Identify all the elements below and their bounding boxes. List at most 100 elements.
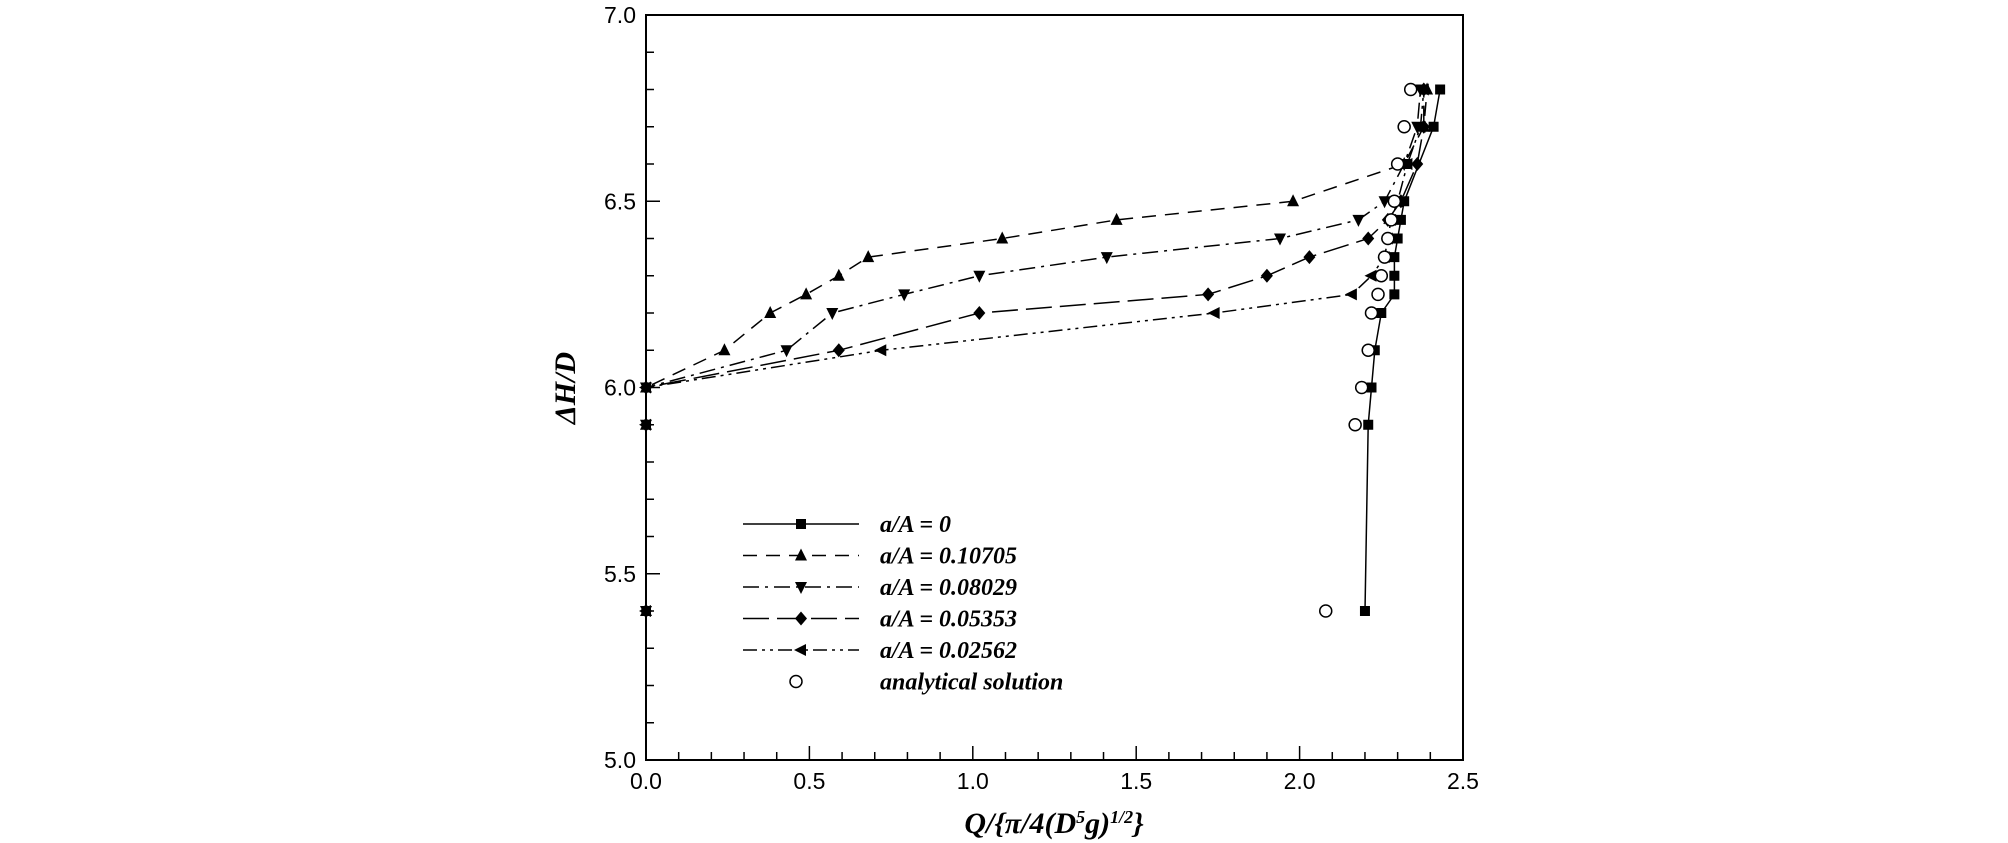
- square-marker: [1428, 121, 1439, 132]
- x-tick-label: 0.0: [630, 768, 662, 794]
- diamond-marker: [973, 306, 986, 320]
- triangle-up-marker: [996, 231, 1009, 244]
- circle-marker: [1364, 306, 1379, 320]
- legend-label: a/A = 0: [880, 512, 951, 538]
- diamond-marker: [1303, 250, 1316, 265]
- x-tick-label: 1.0: [957, 768, 989, 794]
- legend-entry: a/A = 0.02562: [743, 638, 1017, 664]
- circle-marker: [1354, 380, 1369, 395]
- y-tick-label: 5.0: [604, 747, 636, 773]
- triangle-left-marker: [794, 644, 806, 656]
- legend-entry: a/A = 0.08029: [743, 575, 1017, 601]
- diamond-marker: [795, 611, 807, 626]
- y-tick-label: 7.0: [604, 2, 636, 28]
- triangle-down-marker: [1352, 214, 1365, 227]
- square-marker: [1389, 289, 1400, 300]
- triangle-up-marker: [795, 548, 807, 561]
- triangle-down-marker: [1273, 233, 1286, 246]
- circle-marker: [1390, 157, 1405, 171]
- square-marker: [1366, 382, 1377, 393]
- square-marker: [1389, 270, 1400, 281]
- diamond-marker: [1362, 231, 1375, 246]
- circle-marker: [1371, 287, 1385, 302]
- square-marker: [1435, 84, 1446, 95]
- legend-label: a/A = 0.02562: [880, 638, 1017, 664]
- triangle-up-marker: [1110, 212, 1123, 225]
- series-2: [640, 84, 1427, 618]
- triangle-down-marker: [898, 289, 911, 302]
- legend-entry: a/A = 0.05353: [743, 607, 1017, 633]
- diamond-marker: [1411, 157, 1424, 171]
- triangle-up-marker: [832, 268, 845, 281]
- legend-label: a/A = 0.10705: [880, 544, 1017, 570]
- triangle-up-marker: [718, 343, 731, 356]
- square-marker: [1392, 233, 1403, 244]
- triangle-up-marker: [800, 287, 813, 300]
- square-marker: [796, 519, 806, 529]
- circle-marker: [1397, 120, 1411, 134]
- plot-frame: [645, 14, 1464, 761]
- series-3: [640, 82, 1430, 618]
- square-marker: [1395, 214, 1406, 225]
- y-tick-label: 5.5: [604, 561, 636, 587]
- series-layer: [639, 82, 1446, 618]
- circle-marker: [1377, 250, 1392, 264]
- circle-marker: [1348, 418, 1362, 432]
- triangle-left-marker: [639, 381, 651, 394]
- triangle-up-marker: [1287, 194, 1300, 207]
- series-4: [639, 83, 1429, 617]
- triangle-down-marker: [780, 345, 793, 358]
- legend-entry: a/A = 0: [743, 512, 951, 538]
- diamond-marker: [1260, 268, 1273, 283]
- x-tick-label: 2.5: [1447, 768, 1479, 794]
- circle-marker: [1384, 213, 1398, 227]
- circle-marker: [1374, 269, 1389, 283]
- triangle-left-marker: [1413, 120, 1426, 133]
- square-marker: [1376, 308, 1387, 318]
- triangle-down-marker: [1378, 196, 1391, 209]
- triangle-down-marker: [795, 582, 807, 594]
- circle-marker: [1403, 82, 1418, 97]
- x-tick-label: 1.5: [1120, 768, 1152, 794]
- x-tick-label: 0.5: [793, 768, 825, 794]
- tick-labels: 0.0 0.5 1.0 1.5 2.0 2.5 5.0 5.5 6.0 6.5 7.0: [604, 2, 1479, 794]
- series-5: [1318, 82, 1418, 618]
- triangle-down-marker: [826, 308, 839, 320]
- y-tick-label: 6.0: [604, 375, 636, 401]
- y-tick-label: 6.5: [604, 188, 636, 214]
- series-line: [645, 89, 1425, 611]
- diamond-marker: [832, 343, 845, 358]
- legend-label: a/A = 0.08029: [880, 575, 1017, 601]
- circle-marker: [1387, 194, 1402, 208]
- legend-entry: a/A = 0.10705: [743, 544, 1017, 570]
- circle-marker: [1318, 604, 1333, 618]
- square-marker: [1363, 419, 1374, 430]
- legend-label: a/A = 0.05353: [880, 607, 1017, 633]
- triangle-left-marker: [1344, 288, 1357, 301]
- circle-marker: [1361, 343, 1375, 357]
- triangle-up-marker: [764, 306, 777, 318]
- series-line: [645, 89, 1428, 611]
- minor-ticks: [645, 14, 1464, 761]
- square-marker: [1359, 606, 1370, 616]
- legend-label: analytical solution: [880, 670, 1063, 696]
- triangle-left-marker: [1400, 158, 1413, 170]
- triangle-left-marker: [1416, 83, 1429, 96]
- y-axis-title: ΔH/D: [549, 352, 582, 425]
- triangle-down-marker: [973, 270, 986, 283]
- legend: a/A = 0 a/A = 0.10705 a/A = 0.08029 a/A = 0…: [743, 512, 1063, 696]
- series-line: [645, 89, 1425, 611]
- series-line: [645, 89, 1422, 611]
- triangle-left-marker: [1207, 307, 1220, 319]
- series-1: [640, 82, 1434, 616]
- triangle-down-marker: [1100, 252, 1113, 265]
- triangle-up-marker: [862, 250, 875, 263]
- legend-entry: analytical solution: [789, 670, 1063, 696]
- triangle-left-marker: [639, 418, 651, 431]
- circle-marker: [1381, 231, 1395, 246]
- triangle-left-marker: [1364, 269, 1377, 282]
- square-marker: [1389, 252, 1400, 263]
- triangle-left-marker: [874, 344, 887, 357]
- diamond-marker: [1202, 287, 1215, 302]
